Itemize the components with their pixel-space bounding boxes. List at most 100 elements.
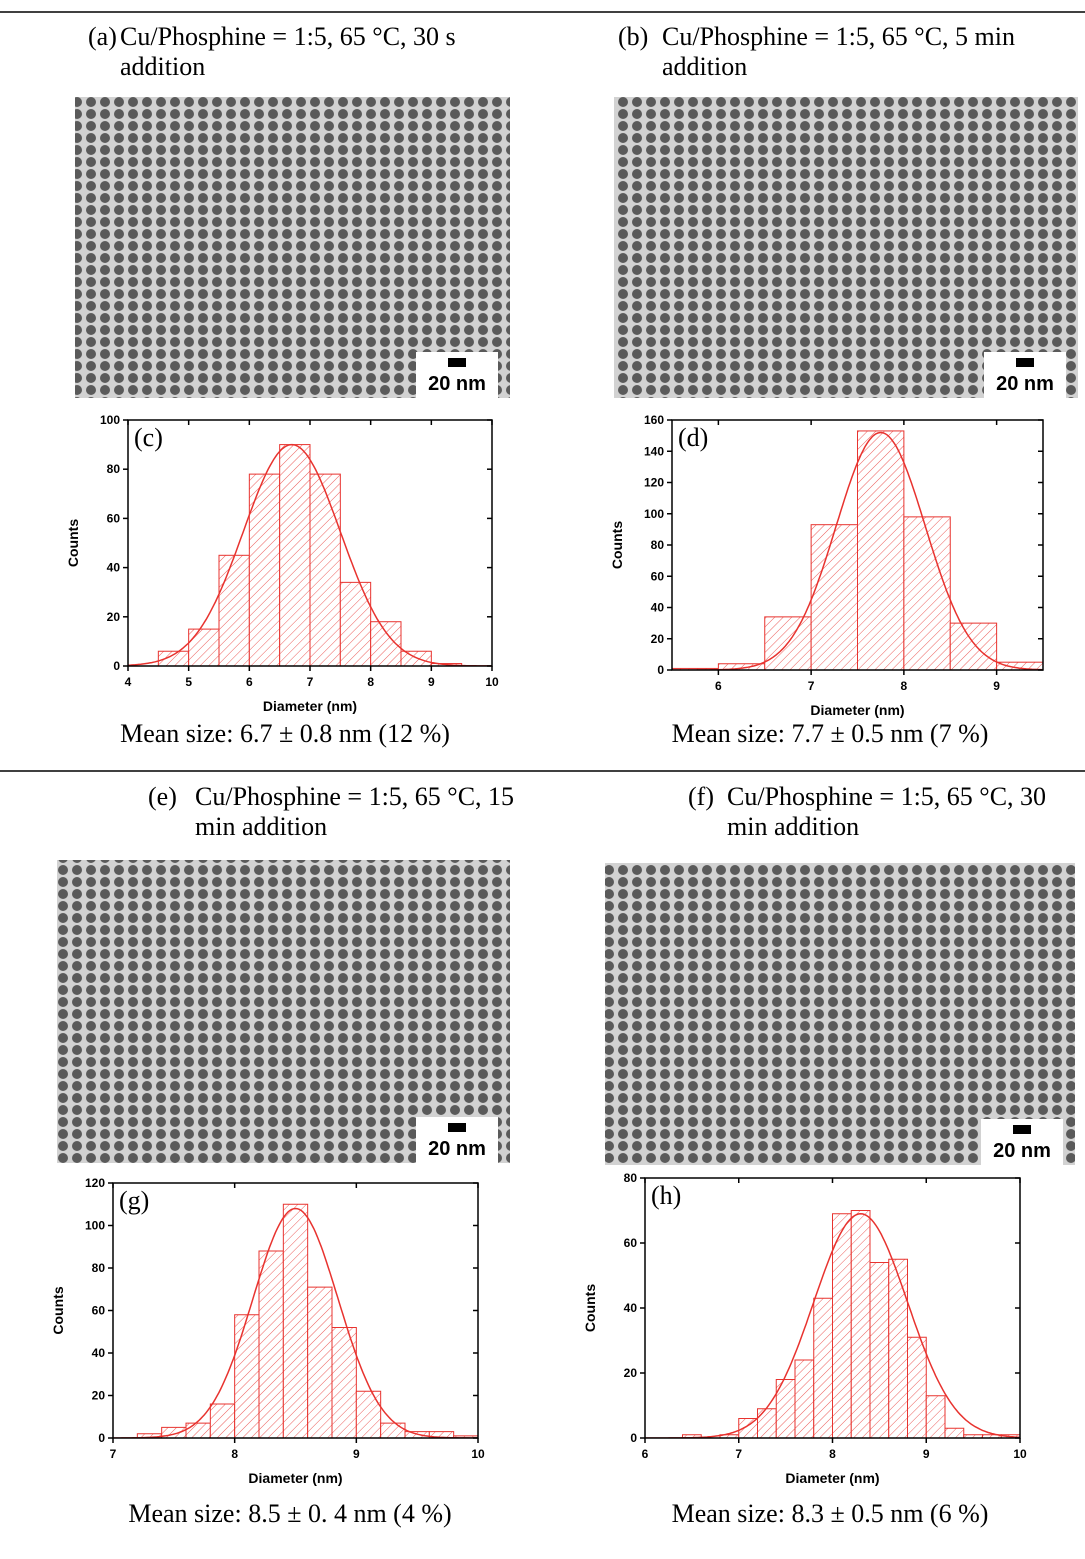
y-tick-label: 20: [624, 1366, 638, 1380]
x-tick-label: 8: [901, 679, 908, 693]
scale-bar-label: 20 nm: [993, 1140, 1051, 1162]
y-axis-label: Counts: [50, 1286, 66, 1334]
x-tick-label: 10: [471, 1447, 485, 1461]
bar: [185, 1422, 211, 1439]
bar: [944, 1427, 965, 1439]
bar: [813, 1297, 833, 1439]
x-tick-label: 7: [808, 679, 815, 693]
y-tick-label: 120: [644, 476, 664, 490]
y-tick-label: 60: [92, 1304, 106, 1318]
bar: [282, 1203, 309, 1439]
y-tick-label: 0: [657, 663, 664, 677]
panel-label: (g): [119, 1186, 149, 1215]
x-tick-label: 9: [353, 1447, 360, 1461]
x-tick-label: 7: [735, 1447, 742, 1461]
bar: [832, 1213, 852, 1439]
panel-label: (e): [148, 782, 177, 811]
bar: [810, 524, 858, 671]
bar: [209, 1403, 236, 1439]
y-tick-label: 100: [85, 1219, 105, 1233]
x-tick-label: 6: [246, 675, 253, 689]
caption-text: Cu/Phosphine = 1:5, 65 °C, 30 min additi…: [727, 782, 1047, 841]
y-tick-label: 140: [644, 444, 664, 458]
panel-label: (f): [688, 782, 714, 811]
tem-image: [605, 863, 1075, 1165]
x-tick-label: 7: [307, 675, 314, 689]
scale-bar: [448, 358, 466, 367]
panel-label: (d): [678, 423, 708, 452]
panel-label: (c): [134, 423, 163, 452]
x-tick-label: 6: [642, 1447, 649, 1461]
scale-bar-label: 20 nm: [428, 1138, 486, 1160]
x-tick-label: 8: [829, 1447, 836, 1461]
y-tick-label: 0: [113, 659, 120, 673]
y-tick-label: 40: [107, 561, 121, 575]
tem-image: [614, 97, 1078, 398]
x-tick-label: 7: [110, 1447, 117, 1461]
bar: [218, 554, 250, 667]
y-tick-label: 0: [630, 1431, 637, 1445]
x-tick-label: 10: [1013, 1447, 1027, 1461]
fit-curve: [113, 1207, 478, 1438]
bar: [907, 1336, 927, 1439]
x-tick-label: 8: [367, 675, 374, 689]
y-tick-label: 80: [92, 1261, 106, 1275]
y-tick-label: 40: [92, 1346, 106, 1360]
y-tick-label: 80: [624, 1171, 638, 1185]
fit-curve: [672, 431, 1043, 670]
caption-text: Cu/Phosphine = 1:5, 65 °C, 15 min additi…: [195, 782, 515, 841]
scale-bar-label: 20 nm: [428, 373, 486, 395]
scale-bar: [448, 1123, 466, 1132]
y-tick-label: 60: [107, 511, 121, 525]
panel-label: (h): [651, 1181, 681, 1210]
bar: [339, 581, 372, 667]
x-tick-label: 9: [428, 675, 435, 689]
x-tick-label: 8: [231, 1447, 238, 1461]
bar: [869, 1262, 890, 1439]
y-tick-label: 20: [651, 632, 665, 646]
x-tick-label: 5: [185, 675, 192, 689]
bar: [888, 1258, 908, 1439]
x-axis-label: Diameter (nm): [263, 698, 357, 714]
bar: [157, 650, 190, 667]
caption-text: Cu/Phosphine = 1:5, 65 °C, 30 s addition: [120, 22, 456, 81]
bar: [903, 516, 951, 671]
bar: [309, 473, 341, 667]
y-tick-label: 60: [651, 569, 665, 583]
tem-image: [57, 860, 510, 1163]
y-tick-label: 20: [92, 1389, 106, 1403]
y-axis-label: Counts: [609, 521, 625, 569]
bar: [234, 1314, 260, 1439]
y-tick-label: 160: [644, 413, 664, 427]
bar: [949, 622, 998, 671]
x-axis-label: Diameter (nm): [785, 1470, 879, 1486]
mean-size: Mean size: 6.7 ± 0.8 nm (12 %): [120, 719, 450, 748]
y-tick-label: 100: [100, 413, 120, 427]
panel-caption: (a) Cu/Phosphine = 1:5, 65 °C, 30 s addit…: [88, 22, 520, 82]
bar: [258, 1250, 284, 1439]
y-tick-label: 100: [644, 507, 664, 521]
tem-image: [75, 97, 510, 398]
fit-curve: [128, 443, 492, 666]
bar: [400, 650, 432, 667]
bar: [188, 628, 220, 667]
x-tick-label: 6: [715, 679, 722, 693]
bar: [850, 1210, 871, 1439]
scale-bar: [1016, 358, 1034, 367]
y-tick-label: 40: [651, 601, 665, 615]
scale-bar: [1013, 1125, 1031, 1134]
bar: [794, 1359, 815, 1439]
mean-size: Mean size: 8.3 ± 0.5 nm (6 %): [671, 1499, 989, 1528]
x-axis-label: Diameter (nm): [248, 1470, 342, 1486]
bar: [307, 1286, 333, 1439]
fit-curve: [645, 1213, 1020, 1438]
y-axis-label: Counts: [582, 1284, 598, 1332]
mean-size: Mean size: 7.7 ± 0.5 nm (7 %): [671, 719, 989, 748]
y-axis-label: Counts: [65, 519, 81, 567]
x-tick-label: 10: [485, 675, 499, 689]
bar: [380, 1422, 406, 1439]
y-tick-label: 40: [624, 1301, 638, 1315]
panel-label: (a): [88, 22, 117, 51]
